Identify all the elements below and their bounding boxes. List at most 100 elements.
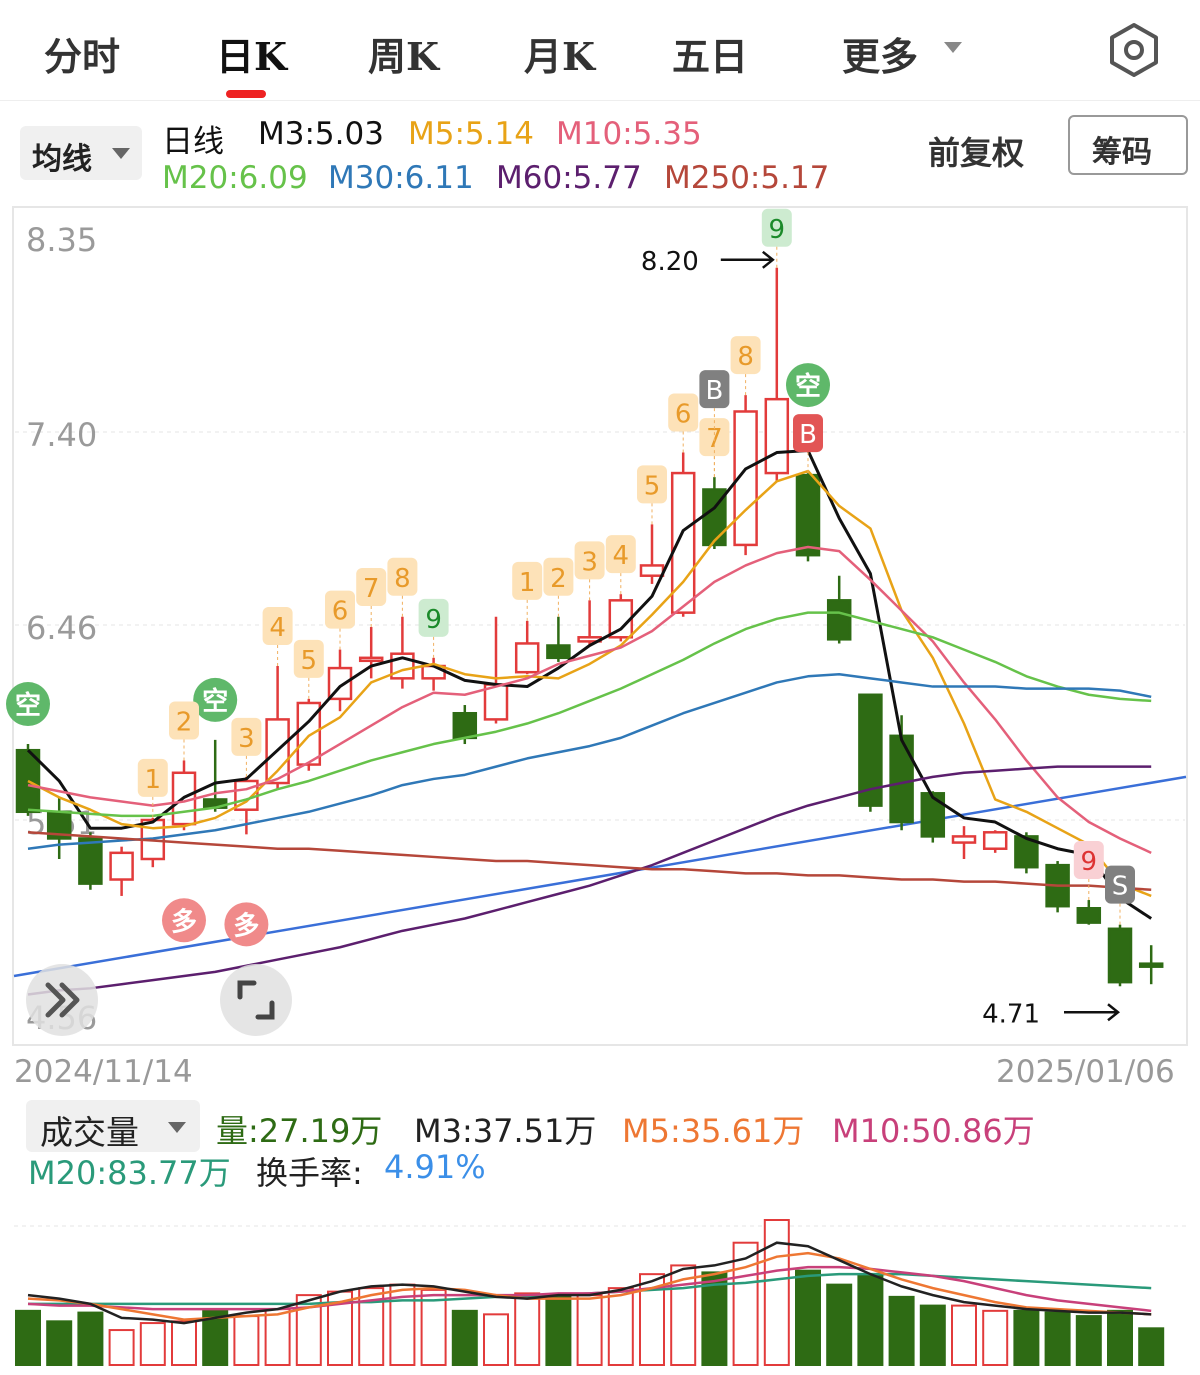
volume-m3: M3:37.51万 xyxy=(414,1112,597,1150)
volume-bar xyxy=(1013,1309,1040,1367)
candle[interactable] xyxy=(1107,924,1133,987)
candle[interactable] xyxy=(639,524,665,584)
ma-line-m10 xyxy=(27,545,1152,854)
signal-marker: 空 xyxy=(6,682,50,727)
tab-intraday[interactable]: 分时 xyxy=(44,34,121,79)
kline-chart[interactable]: 8.357.406.465.514.56 空空12345678912345678… xyxy=(0,205,1200,1050)
expand-sidebar-button[interactable] xyxy=(26,964,98,1036)
volume-bar xyxy=(233,1315,260,1366)
tab-weekly-k[interactable]: 周K xyxy=(368,34,440,79)
legend-m60: M60:5.77 xyxy=(496,160,642,196)
candle[interactable] xyxy=(1076,900,1102,925)
svg-text:多: 多 xyxy=(233,911,259,941)
candle[interactable] xyxy=(78,832,103,890)
fullscreen-button[interactable] xyxy=(220,964,292,1036)
svg-text:空: 空 xyxy=(15,690,41,721)
svg-text:4: 4 xyxy=(269,613,286,643)
candle[interactable] xyxy=(577,600,602,646)
volume-chart[interactable] xyxy=(0,1190,1200,1370)
signal-marker: 5 xyxy=(637,465,667,525)
ma-line-m5 xyxy=(27,469,1152,898)
svg-text:2: 2 xyxy=(550,564,567,594)
svg-text:3: 3 xyxy=(238,724,255,754)
signal-marker: 多 xyxy=(162,898,206,943)
chip-distribution-button[interactable]: 筹码 xyxy=(1068,115,1188,175)
ma-line-m3 xyxy=(26,448,1153,920)
y-tick-label: 7.40 xyxy=(26,416,97,454)
volume-bar xyxy=(888,1295,915,1366)
tab-daily-k[interactable]: 日K xyxy=(216,34,288,79)
settings-icon[interactable] xyxy=(1106,22,1162,78)
candle[interactable] xyxy=(764,267,790,482)
svg-text:空: 空 xyxy=(202,686,228,717)
candle[interactable] xyxy=(514,620,540,675)
signal-marker: B xyxy=(793,414,823,474)
svg-text:6: 6 xyxy=(675,400,692,430)
candle[interactable] xyxy=(202,739,228,812)
adjustment-mode-button[interactable]: 前复权 xyxy=(928,134,1025,172)
volume-bar xyxy=(46,1320,73,1366)
volume-bar xyxy=(982,1309,1009,1367)
svg-text:7: 7 xyxy=(363,574,380,604)
signal-marker: S xyxy=(1105,865,1135,925)
volume-value: 量:27.19万 xyxy=(216,1112,383,1150)
volume-selector-label: 成交量 xyxy=(40,1113,139,1152)
tab-more[interactable]: 更多 xyxy=(842,34,919,79)
candle[interactable] xyxy=(982,830,1008,853)
ma-line-m20 xyxy=(27,611,1152,818)
candle[interactable] xyxy=(109,846,134,896)
candle[interactable] xyxy=(140,817,166,868)
svg-text:8: 8 xyxy=(394,564,411,594)
candle[interactable] xyxy=(951,826,977,859)
volume-bar xyxy=(826,1283,853,1366)
svg-text:空: 空 xyxy=(795,371,821,402)
tab-five-day[interactable]: 五日 xyxy=(672,34,749,79)
svg-text:9: 9 xyxy=(425,605,442,635)
tab-monthly-k[interactable]: 月K xyxy=(524,34,596,79)
double-chevron-right-icon xyxy=(45,982,80,1018)
svg-text:多: 多 xyxy=(171,907,197,937)
signal-marker: 1 xyxy=(512,561,543,621)
candle[interactable] xyxy=(358,627,384,679)
signal-marker: 9 xyxy=(418,598,449,658)
chip-button-label: 筹码 xyxy=(1092,135,1152,170)
ma-line-m30 xyxy=(27,672,1152,850)
ma-selector[interactable]: 均线 xyxy=(20,126,142,180)
volume-bar xyxy=(1075,1315,1102,1366)
volume-m20: M20:83.77万 xyxy=(28,1154,231,1192)
candle[interactable] xyxy=(46,797,72,859)
candle[interactable] xyxy=(296,698,322,771)
svg-text:2: 2 xyxy=(176,707,193,737)
volume-bar xyxy=(15,1309,41,1367)
svg-text:1: 1 xyxy=(519,568,536,598)
candle[interactable] xyxy=(920,791,946,843)
volume-bar xyxy=(732,1241,759,1366)
svg-text:B: B xyxy=(705,376,723,406)
candle[interactable] xyxy=(826,575,852,644)
candle[interactable] xyxy=(670,452,696,617)
turnover-label: 换手率: xyxy=(256,1154,363,1192)
candle[interactable] xyxy=(1138,945,1164,985)
candle[interactable] xyxy=(15,744,41,816)
candle[interactable] xyxy=(858,693,883,812)
candle[interactable] xyxy=(733,395,758,556)
candle[interactable] xyxy=(483,616,509,724)
volume-bar xyxy=(919,1304,946,1366)
y-tick-label: 8.35 xyxy=(26,221,97,259)
volume-bar xyxy=(264,1308,291,1366)
volume-bar xyxy=(1107,1309,1133,1367)
volume-bar xyxy=(1044,1311,1071,1366)
volume-bar xyxy=(576,1294,603,1366)
volume-bar xyxy=(951,1304,977,1366)
arrow-right-icon xyxy=(1064,1003,1121,1022)
fullscreen-icon xyxy=(237,980,275,1020)
turnover-value: 4.91% xyxy=(384,1148,486,1186)
signal-marker: 7 xyxy=(356,568,387,628)
volume-bar xyxy=(1138,1327,1165,1366)
candle[interactable] xyxy=(546,616,571,662)
volume-selector[interactable]: 成交量 xyxy=(26,1100,200,1152)
candle[interactable] xyxy=(1014,832,1039,874)
svg-text:9: 9 xyxy=(769,215,786,245)
svg-text:3: 3 xyxy=(581,547,598,577)
candle[interactable] xyxy=(390,616,415,689)
